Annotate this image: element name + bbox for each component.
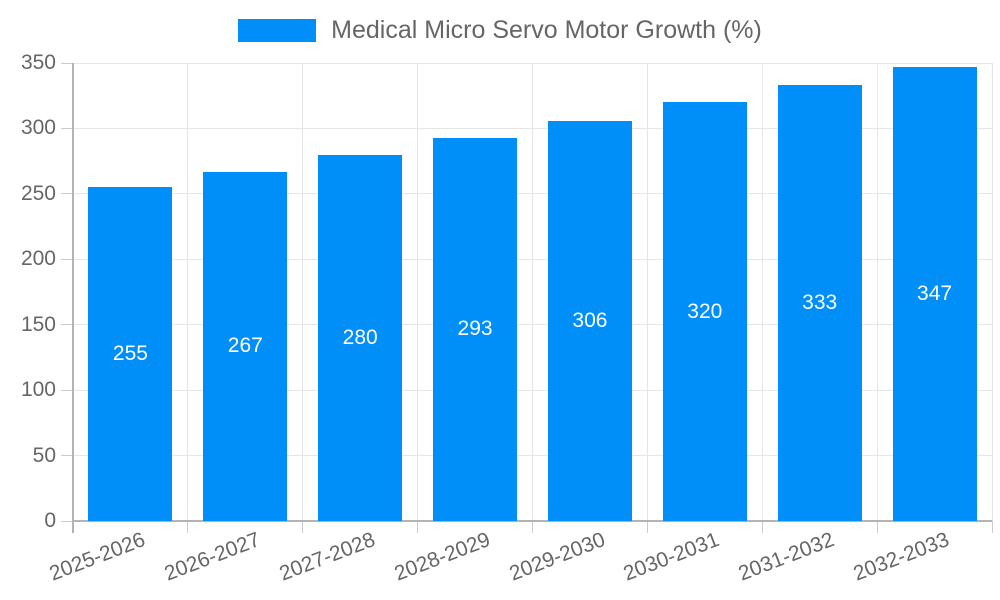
- x-axis-tick: [72, 521, 74, 533]
- x-tick-label: 2029-2030: [505, 528, 608, 586]
- y-axis-tick: [61, 127, 73, 129]
- bar-value-label: 293: [457, 317, 493, 341]
- x-tick-label: 2031-2032: [735, 528, 838, 586]
- bar[interactable]: 267: [203, 171, 288, 521]
- y-axis-tick: [61, 455, 73, 457]
- y-tick-label: 50: [32, 443, 56, 467]
- y-axis-tick: [61, 389, 73, 391]
- x-axis-tick: [532, 521, 533, 533]
- bar-value-label: 267: [227, 334, 263, 358]
- y-tick-label: 150: [20, 312, 56, 336]
- x-axis-tick: [187, 521, 189, 533]
- legend-swatch-icon: [238, 19, 317, 42]
- bar-value-label: 255: [112, 342, 148, 366]
- x-tick-label: 2032-2033: [850, 528, 953, 586]
- x-axis-tick: [876, 521, 878, 533]
- x-tick-label: 2030-2031: [620, 528, 723, 586]
- x-axis-tick: [646, 521, 648, 533]
- x-gridline: [302, 63, 304, 521]
- x-axis-tick: [991, 521, 993, 533]
- legend-label: Medical Micro Servo Motor Growth (%): [331, 16, 762, 44]
- bar-value-label: 320: [687, 299, 723, 323]
- bar[interactable]: 293: [433, 137, 518, 521]
- x-gridline: [876, 63, 878, 521]
- x-gridline: [532, 63, 533, 521]
- bar[interactable]: 306: [547, 120, 632, 521]
- y-tick-label: 300: [20, 116, 56, 140]
- y-axis-tick: [61, 193, 73, 195]
- x-gridline: [187, 63, 189, 521]
- bar[interactable]: 280: [318, 154, 403, 521]
- legend-item[interactable]: Medical Micro Servo Motor Growth (%): [238, 18, 762, 43]
- chart-legend: Medical Micro Servo Motor Growth (%): [0, 18, 1000, 43]
- x-gridline: [72, 63, 74, 521]
- x-gridline: [761, 63, 763, 521]
- x-tick-label: 2026-2027: [161, 528, 264, 586]
- x-gridline: [991, 63, 993, 521]
- bar[interactable]: 347: [892, 66, 977, 521]
- y-axis-tick: [61, 520, 73, 522]
- y-gridline: [73, 62, 992, 64]
- y-axis-line: [72, 63, 74, 533]
- bar-value-label: 347: [917, 281, 953, 305]
- x-gridline: [646, 63, 648, 521]
- x-axis-tick: [417, 521, 419, 533]
- bar-value-label: 280: [342, 325, 378, 349]
- y-tick-label: 350: [20, 51, 56, 74]
- y-axis-tick: [61, 62, 73, 64]
- y-axis-tick: [61, 258, 73, 260]
- x-tick-label: 2027-2028: [276, 528, 379, 586]
- bar[interactable]: 320: [662, 102, 747, 521]
- bar[interactable]: 255: [88, 187, 173, 521]
- x-gridline: [417, 63, 419, 521]
- bar[interactable]: 333: [777, 85, 862, 521]
- y-tick-label: 200: [20, 247, 56, 271]
- bar-value-label: 306: [572, 308, 608, 332]
- x-axis-tick: [761, 521, 763, 533]
- y-tick-label: 0: [44, 509, 56, 532]
- y-tick-label: 100: [20, 378, 56, 402]
- y-axis-tick: [61, 324, 73, 326]
- x-axis-tick: [302, 521, 304, 533]
- x-tick-label: 2028-2029: [390, 528, 493, 586]
- x-tick-label: 2025-2026: [46, 528, 149, 586]
- y-tick-label: 250: [20, 181, 56, 205]
- bar-value-label: 333: [802, 291, 838, 315]
